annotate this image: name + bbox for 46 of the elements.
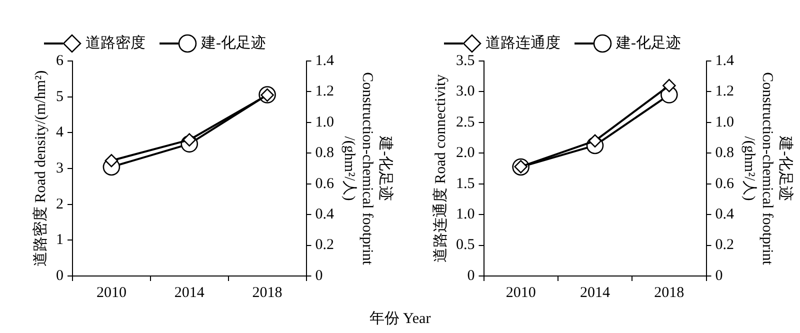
y2-tick-label: 0.8: [315, 145, 334, 162]
y2-tick-label: 0.2: [715, 237, 734, 254]
y2-tick-label: 1.4: [715, 52, 734, 69]
y-tick-label: 1.5: [456, 176, 475, 192]
x-tick-label: 2010: [506, 284, 536, 301]
legend-label: 建-化足迹: [615, 34, 681, 52]
y-tick-label: 2.0: [456, 145, 475, 162]
y-tick-label: 4: [56, 124, 64, 141]
y2-tick-label: 1.4: [315, 52, 334, 69]
y2-axis-title: 建-化足迹 Construction-chemical footprint /(ghm²/人): [741, 72, 794, 266]
y-tick-label: 1: [56, 232, 64, 248]
y-tick-label: 2.5: [456, 114, 475, 130]
y2-tick-label: 1.2: [315, 84, 334, 100]
y-tick-label: 6: [56, 52, 64, 69]
legend-label: 道路连通度: [486, 34, 560, 52]
y-tick-label: 3.5: [456, 52, 475, 69]
y-axis-title: 道路密度 Road density/(m/hm²): [32, 70, 49, 267]
x-tick-label: 2018: [252, 284, 282, 301]
x-tick-label: 2018: [654, 284, 684, 301]
y2-axis-title: 建-化足迹 Construction-chemical footprint /(ghm²/人): [341, 72, 394, 266]
y2-tick-label: 0.6: [715, 176, 734, 192]
y2-tick-label: 0.4: [315, 206, 334, 223]
y2-tick-label: 1.0: [715, 114, 734, 130]
y2-tick-label: 0.6: [315, 176, 334, 192]
y2-tick-label: 0.4: [715, 206, 734, 223]
x-axis-title: 年份 Year: [368, 310, 432, 329]
x-tick-label: 2014: [174, 284, 205, 301]
legend-label: 建-化足迹: [200, 34, 266, 52]
y-tick-label: 5: [56, 88, 64, 105]
y-tick-label: 3.0: [456, 84, 475, 100]
y-tick-label: 0.5: [456, 237, 475, 254]
x-tick-label: 2014: [580, 284, 610, 301]
y-tick-label: 0: [56, 268, 64, 284]
legend-label: 道路密度: [86, 34, 146, 52]
y-tick-label: 0: [467, 268, 475, 284]
y2-tick-label: 0: [315, 268, 323, 284]
y2-tick-label: 1.0: [315, 114, 334, 130]
y-tick-label: 1.0: [456, 206, 475, 223]
y-axis-title: 道路连通度 Road connectivity: [432, 74, 449, 263]
y2-tick-label: 0: [715, 268, 723, 284]
y2-tick-label: 0.2: [315, 237, 334, 254]
y-tick-label: 3: [56, 160, 64, 176]
x-tick-label: 2010: [96, 284, 126, 301]
y2-tick-label: 1.2: [715, 84, 734, 100]
y2-tick-label: 0.8: [715, 145, 734, 162]
y-tick-label: 2: [56, 196, 64, 212]
